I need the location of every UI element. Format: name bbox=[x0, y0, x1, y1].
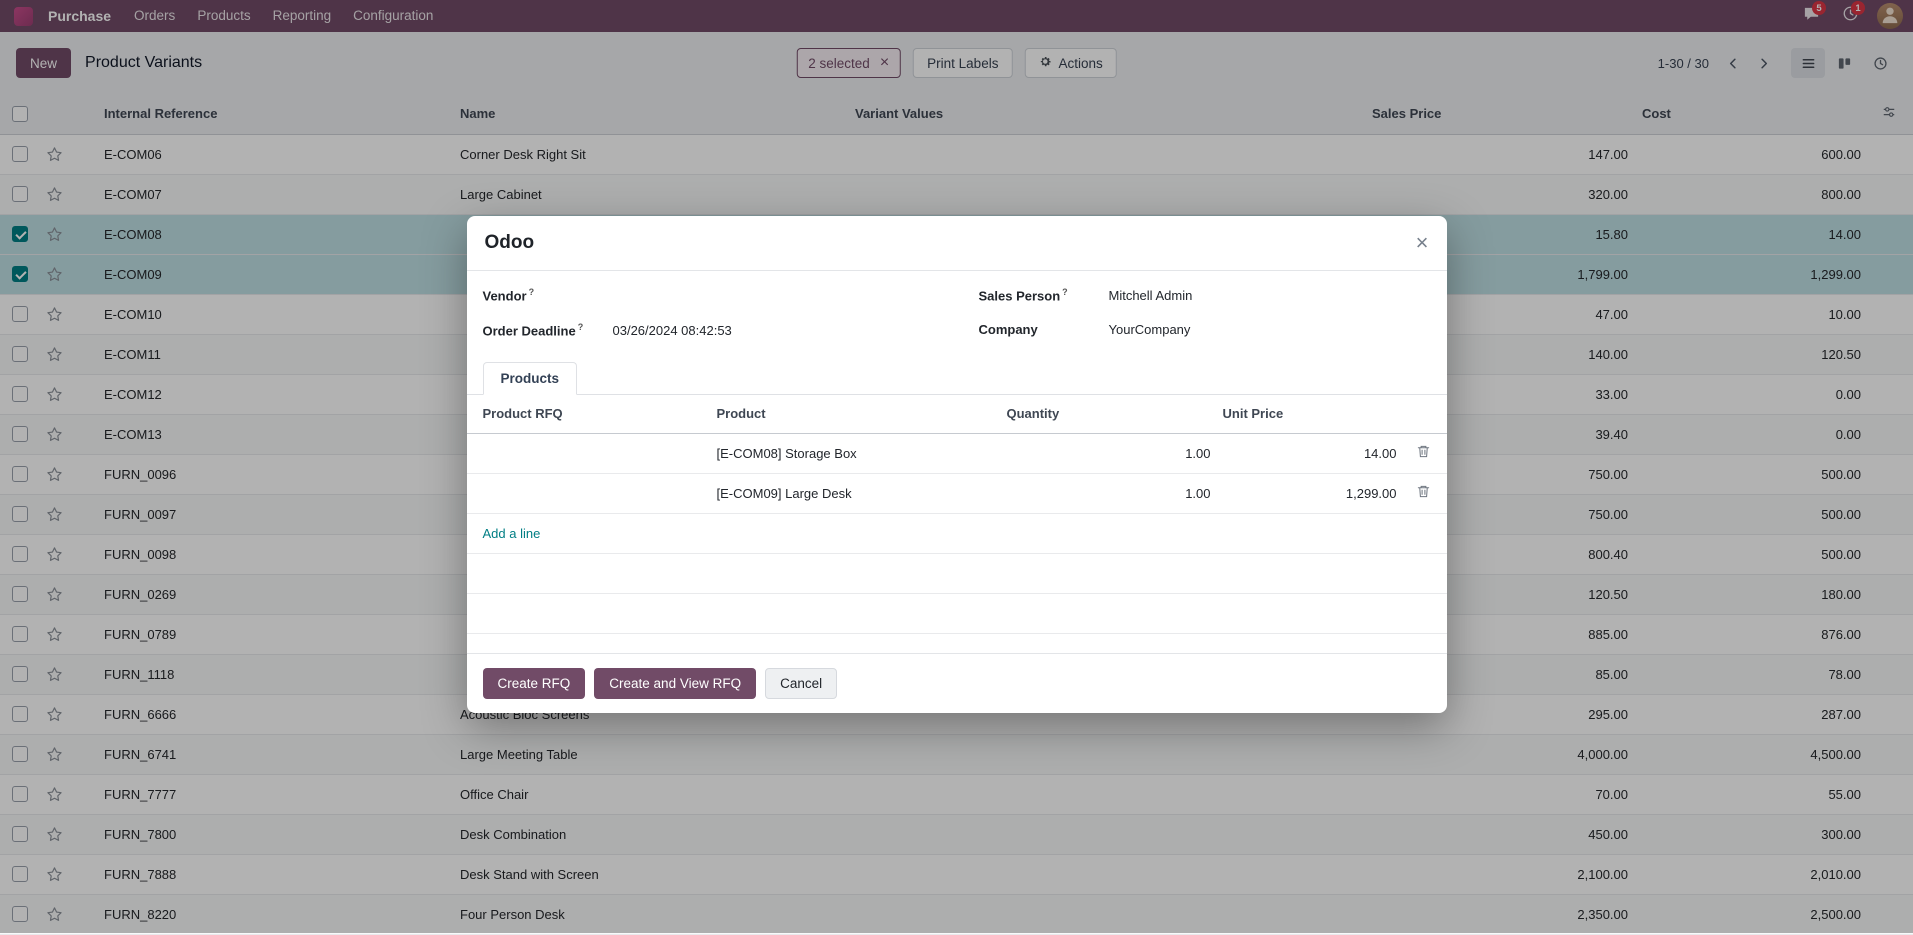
create-and-view-rfq-button[interactable]: Create and View RFQ bbox=[594, 668, 756, 699]
rfq-lines-body: [E-COM08] Storage Box 1.00 14.00 [E-COM0… bbox=[467, 433, 1447, 513]
column-header-unit-price[interactable]: Unit Price bbox=[1215, 395, 1401, 433]
vendor-label: Vendor? bbox=[483, 287, 613, 303]
dialog-body: Vendor? Sales Person? Mitchell Admin Ord… bbox=[467, 271, 1447, 653]
sales-person-label: Sales Person? bbox=[979, 287, 1109, 303]
order-deadline-label: Order Deadline? bbox=[483, 322, 613, 338]
order-deadline-value[interactable]: 03/26/2024 08:42:53 bbox=[613, 323, 732, 338]
help-icon: ? bbox=[529, 287, 535, 297]
empty-line-row bbox=[467, 593, 1447, 633]
vendor-field: Vendor? bbox=[483, 287, 935, 307]
trash-icon[interactable] bbox=[1416, 487, 1431, 502]
unit-price-cell[interactable]: 1,299.00 bbox=[1215, 473, 1401, 513]
product-rfq-cell[interactable] bbox=[467, 433, 709, 473]
delete-line-cell bbox=[1401, 473, 1447, 513]
dialog-footer: Create RFQ Create and View RFQ Cancel bbox=[467, 653, 1447, 713]
close-icon[interactable]: × bbox=[1416, 232, 1429, 254]
rfq-lines-header: Product RFQ Product Quantity Unit Price bbox=[467, 395, 1447, 433]
company-label: Company bbox=[979, 322, 1109, 337]
quantity-cell[interactable]: 1.00 bbox=[999, 473, 1215, 513]
empty-line-row bbox=[467, 553, 1447, 593]
column-header-quantity[interactable]: Quantity bbox=[999, 395, 1215, 433]
product-cell[interactable]: [E-COM08] Storage Box bbox=[709, 433, 999, 473]
product-cell[interactable]: [E-COM09] Large Desk bbox=[709, 473, 999, 513]
create-rfq-button[interactable]: Create RFQ bbox=[483, 668, 586, 699]
notebook: Products Product RFQ Product Quantity Un… bbox=[467, 362, 1447, 653]
dialog-title: Odoo bbox=[485, 232, 535, 254]
add-line-row: Add a line bbox=[467, 513, 1447, 553]
rfq-fields: Vendor? Sales Person? Mitchell Admin Ord… bbox=[483, 287, 1431, 342]
order-deadline-field: Order Deadline? 03/26/2024 08:42:53 bbox=[483, 322, 935, 342]
notebook-tabs: Products bbox=[467, 362, 1447, 395]
cancel-button[interactable]: Cancel bbox=[765, 668, 837, 699]
product-rfq-cell[interactable] bbox=[467, 473, 709, 513]
rfq-line-row[interactable]: [E-COM09] Large Desk 1.00 1,299.00 bbox=[467, 473, 1447, 513]
help-icon: ? bbox=[1062, 287, 1068, 297]
rfq-line-row[interactable]: [E-COM08] Storage Box 1.00 14.00 bbox=[467, 433, 1447, 473]
quantity-cell[interactable]: 1.00 bbox=[999, 433, 1215, 473]
rfq-lines-table: Product RFQ Product Quantity Unit Price … bbox=[467, 395, 1447, 634]
help-icon: ? bbox=[578, 322, 584, 332]
create-rfq-dialog: Odoo × Vendor? Sales Person? Mitchell Ad… bbox=[467, 216, 1447, 713]
tab-products[interactable]: Products bbox=[483, 362, 578, 395]
add-line-link[interactable]: Add a line bbox=[467, 513, 1447, 553]
company-field: Company YourCompany bbox=[979, 322, 1431, 342]
sales-person-field: Sales Person? Mitchell Admin bbox=[979, 287, 1431, 307]
sales-person-value[interactable]: Mitchell Admin bbox=[1109, 288, 1193, 303]
column-header-product[interactable]: Product bbox=[709, 395, 999, 433]
trash-icon[interactable] bbox=[1416, 447, 1431, 462]
column-header-product-rfq[interactable]: Product RFQ bbox=[467, 395, 709, 433]
delete-line-cell bbox=[1401, 433, 1447, 473]
unit-price-cell[interactable]: 14.00 bbox=[1215, 433, 1401, 473]
rfq-lines-end-header bbox=[1401, 395, 1447, 433]
dialog-header: Odoo × bbox=[467, 216, 1447, 271]
company-value[interactable]: YourCompany bbox=[1109, 322, 1191, 337]
